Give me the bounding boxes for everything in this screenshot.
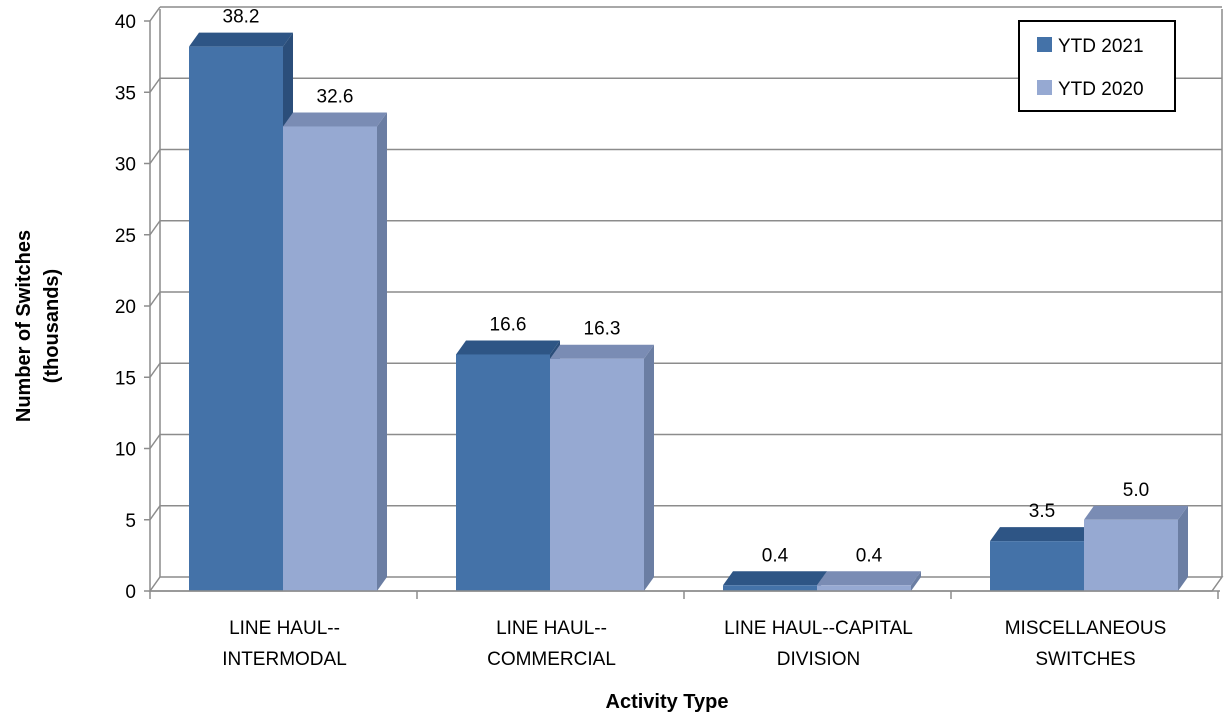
y-tick-label: 0: [125, 582, 136, 603]
x-tick-label: LINE HAUL-- INTERMODAL: [222, 618, 347, 670]
y-tick-label: 15: [115, 368, 136, 389]
y-tick-label: 25: [115, 226, 136, 247]
y-tick-label: 35: [115, 83, 136, 104]
bar: [456, 354, 550, 591]
legend: YTD 2021 YTD 2020: [1018, 20, 1176, 112]
bar: [550, 358, 644, 591]
bar-top: [189, 32, 293, 47]
bar-top: [723, 571, 827, 586]
y-tick-label: 40: [115, 12, 136, 33]
bar: [1084, 519, 1178, 591]
x-tick-label-line: INTERMODAL: [222, 649, 347, 670]
x-tick-label-line: SWITCHES: [1035, 649, 1135, 670]
bars: [189, 32, 1188, 591]
legend-label: YTD 2021: [1058, 36, 1144, 57]
x-tick-label-line: MISCELLANEOUS: [1005, 618, 1167, 639]
y-tick-label: 10: [115, 440, 136, 461]
x-tick-label: LINE HAUL--CAPITAL DIVISION: [724, 618, 913, 670]
gridline-depth: [149, 220, 161, 236]
x-axis-title: Activity Type: [606, 691, 729, 713]
legend-label: YTD 2020: [1058, 79, 1144, 100]
gridline-depth: [149, 6, 161, 22]
legend-box: [1018, 20, 1176, 112]
bar-top: [283, 112, 387, 127]
gridline-depth: [149, 434, 161, 449]
x-tick-label-line: COMMERCIAL: [487, 649, 616, 670]
data-label: 32.6: [317, 86, 354, 107]
x-tick-label: MISCELLANEOUS SWITCHES: [1005, 618, 1167, 670]
bar: [189, 46, 283, 591]
x-tick-label: LINE HAUL-- COMMERCIAL: [487, 618, 616, 670]
y-tick-label: 20: [115, 297, 136, 318]
bar-top: [817, 571, 921, 586]
legend-swatch: [1037, 80, 1052, 95]
gridline-depth: [149, 149, 161, 164]
bar-side: [377, 112, 387, 591]
data-label: 5.0: [1123, 480, 1149, 501]
bar-top: [990, 527, 1094, 542]
bar: [283, 126, 377, 591]
bar-top: [550, 344, 654, 359]
data-label: 3.5: [1029, 501, 1055, 522]
bar-top: [456, 340, 560, 355]
bar: [723, 585, 817, 591]
y-axis-title: Number of Switches (thousands): [13, 230, 63, 422]
y-tick-label: 5: [125, 511, 136, 532]
bar-side: [911, 571, 921, 591]
bar: [990, 541, 1084, 591]
bar: [817, 585, 911, 591]
bar-top: [1084, 505, 1188, 520]
y-axis-title-line: Number of Switches: [13, 230, 35, 422]
data-labels: 38.2 32.6 16.6 16.3 0.4 0.4 3.5 5.0: [223, 7, 1150, 567]
axis-titles: Activity Type Number of Switches (thousand…: [13, 230, 729, 713]
x-tick-label-line: LINE HAUL--: [229, 618, 340, 639]
x-tick-label-line: LINE HAUL--: [496, 618, 607, 639]
legend-swatch: [1037, 37, 1052, 52]
data-label: 38.2: [223, 7, 260, 28]
y-axis: 0 5 10 15 20 25 30 35 40: [115, 12, 151, 603]
y-axis-title-line: (thousands): [41, 269, 63, 383]
data-label: 0.4: [856, 545, 883, 566]
bar-side: [1178, 505, 1188, 591]
bar-side: [644, 344, 654, 591]
x-tick-label-line: LINE HAUL--CAPITAL: [724, 618, 913, 639]
x-axis: LINE HAUL-- INTERMODAL LINE HAUL-- COMMERCI…: [149, 590, 1220, 670]
gridline-depth: [149, 362, 161, 378]
data-label: 0.4: [762, 545, 789, 566]
gridline-depth: [149, 505, 161, 521]
x-tick-label-line: DIVISION: [777, 649, 860, 670]
gridline-depth: [149, 291, 161, 307]
gridline-depth: [149, 77, 161, 93]
data-label: 16.3: [584, 319, 621, 340]
data-label: 16.6: [490, 314, 527, 335]
y-tick-label: 30: [115, 155, 136, 176]
